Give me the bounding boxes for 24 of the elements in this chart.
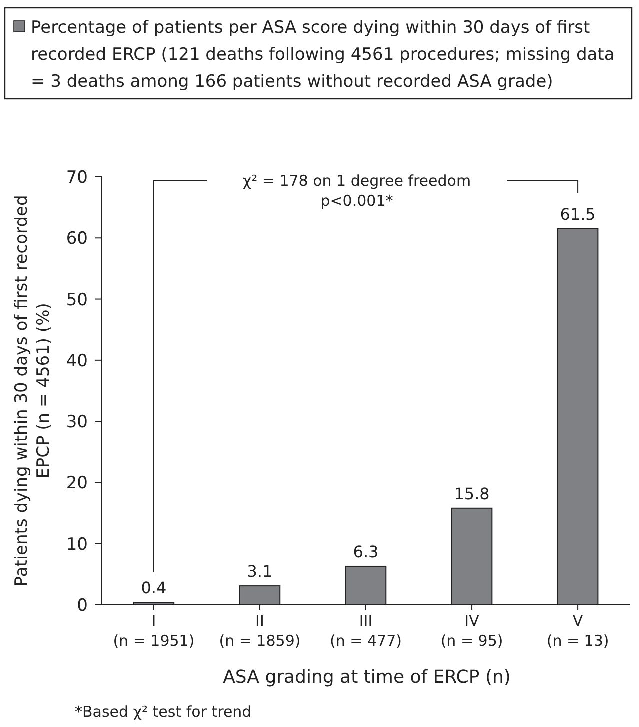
y-tick-label: 30 bbox=[66, 412, 88, 433]
data-label: 6.3 bbox=[353, 542, 379, 562]
y-tick-label: 20 bbox=[66, 474, 88, 494]
x-tick-label: V (n = 13) bbox=[546, 612, 610, 650]
x-tick-label: I (n = 1951) bbox=[113, 612, 195, 650]
y-tick-label: 60 bbox=[66, 229, 88, 250]
text: *Based χ² test for trend bbox=[75, 703, 252, 721]
x-tick-label: III (n = 477) bbox=[330, 612, 402, 650]
y-tick-label: 10 bbox=[66, 534, 88, 555]
y-axis-title: Patients dying within 30 days of first recorded EPCP (n = 4561) (%) bbox=[12, 195, 54, 587]
y-tick-label: 0 bbox=[77, 596, 88, 616]
data-label: 15.8 bbox=[454, 484, 490, 504]
data-label: 0.4 bbox=[141, 578, 167, 598]
y-tick-label: 40 bbox=[66, 351, 88, 372]
x-axis-title: ASA grading at time of ERCP (n) bbox=[223, 667, 511, 688]
legend-label: Percentage of patients per ASA score dying within 30 days of first recorded ERCP (121 deaths following 4561 procedures; missing data = 3 deaths among 166 patients without recorded ASA grade) bbox=[31, 18, 615, 92]
annotation: χ² = 178 on 1 degree freedom bbox=[242, 172, 472, 190]
x-tick-label: IV (n = 95) bbox=[440, 612, 504, 650]
data-label: 61.5 bbox=[560, 204, 596, 224]
y-tick-label: 50 bbox=[66, 290, 88, 310]
annotation: p<0.001* bbox=[320, 192, 394, 210]
x-tick-label: II (n = 1859) bbox=[219, 612, 301, 650]
y-tick-label: 70 bbox=[66, 168, 88, 188]
data-label: 3.1 bbox=[247, 562, 273, 582]
